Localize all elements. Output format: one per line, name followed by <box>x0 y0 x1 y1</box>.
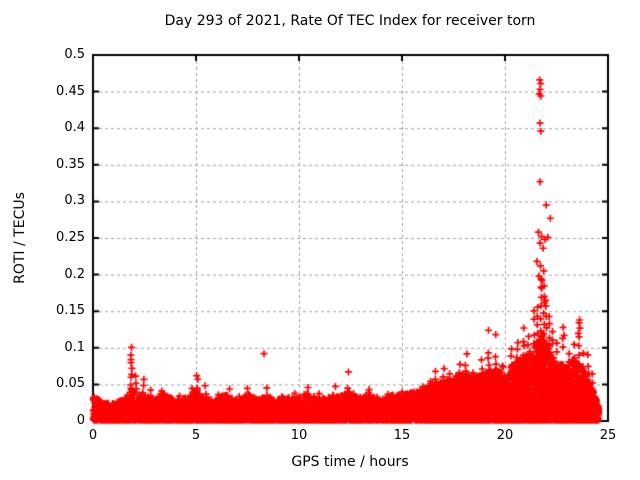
x-tick-label-15: 15 <box>393 428 411 443</box>
y-tick-label-0.35: 0.35 <box>56 156 85 172</box>
y-tick-label-0.4: 0.4 <box>64 120 85 136</box>
y-tick-label-0.1: 0.1 <box>64 339 85 355</box>
x-tick-label-25: 25 <box>599 428 617 443</box>
y-tick-label-0.05: 0.05 <box>56 376 85 392</box>
chart-title: Day 293 of 2021, Rate Of TEC Index for r… <box>164 13 536 29</box>
x-tick-label-10: 10 <box>290 428 308 443</box>
x-tick-label-5: 5 <box>191 428 201 443</box>
y-tick-label-0.3: 0.3 <box>64 193 85 209</box>
y-tick-label-0.45: 0.45 <box>56 83 85 99</box>
x-tick-label-20: 20 <box>496 428 514 443</box>
y-tick-label-0.15: 0.15 <box>56 303 85 319</box>
y-tick-label-0.25: 0.25 <box>56 230 85 245</box>
y-tick-label-0: 0 <box>76 413 85 428</box>
x-axis-title: GPS time / hours <box>291 454 409 470</box>
y-axis-title: ROTI / TECUs <box>12 192 28 284</box>
x-tick-label-0: 0 <box>88 428 98 443</box>
y-tick-label-0.2: 0.2 <box>64 266 85 282</box>
y-tick-label-0.5: 0.5 <box>64 47 85 62</box>
